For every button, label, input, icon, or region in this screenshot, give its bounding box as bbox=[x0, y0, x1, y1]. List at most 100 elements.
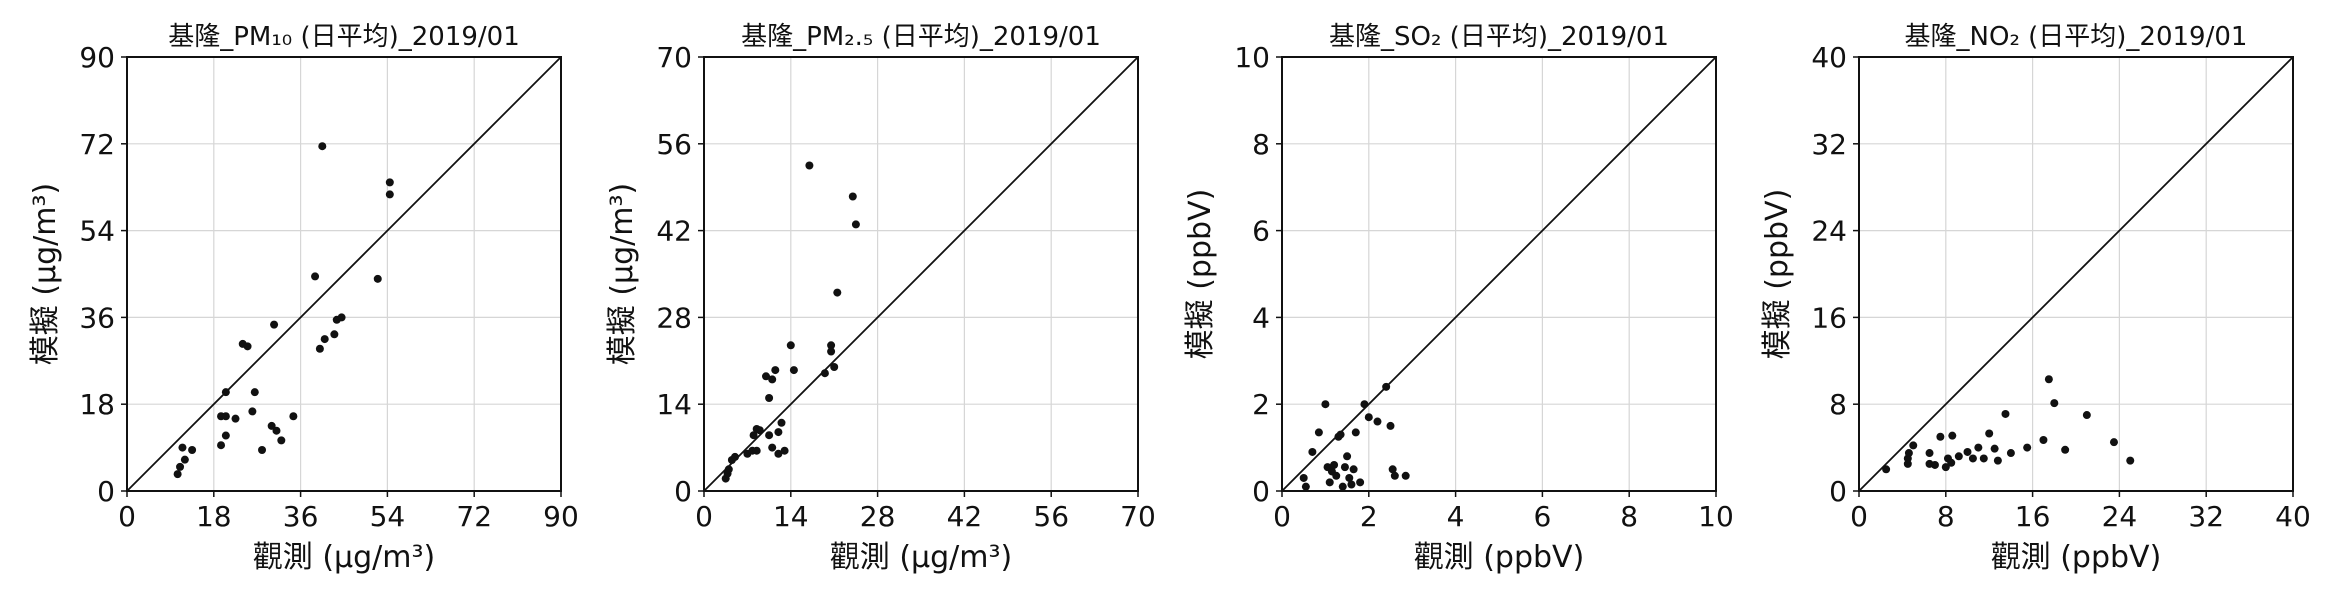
chart1-xtick-label: 18 bbox=[196, 500, 232, 533]
chart2-xtick-label: 70 bbox=[1120, 500, 1156, 533]
chart3-point bbox=[1325, 478, 1334, 487]
chart2-title: 基隆_PM₂.₅ (日平均)_2019/01 bbox=[741, 22, 1101, 52]
chart3-point bbox=[1351, 428, 1360, 437]
chart1-xtick-label: 54 bbox=[370, 500, 406, 533]
chart3-ylabel: 模擬 (ppbV) bbox=[1183, 189, 1218, 360]
chart1-point bbox=[385, 178, 394, 187]
chart1-point bbox=[320, 335, 329, 344]
chart2-point bbox=[771, 366, 780, 375]
chart1-point bbox=[176, 462, 185, 471]
chart3-ytick-label: 2 bbox=[1252, 388, 1270, 421]
chart4-point bbox=[2109, 438, 2118, 447]
chart3-point bbox=[1382, 382, 1391, 391]
chart3-ytick-label: 10 bbox=[1234, 41, 1270, 74]
chart4-title: 基隆_NO₂ (日平均)_2019/01 bbox=[1905, 22, 2248, 52]
chart3-title: 基隆_SO₂ (日平均)_2019/01 bbox=[1329, 22, 1669, 52]
chart2-point bbox=[724, 465, 733, 474]
chart4-frame bbox=[1858, 56, 2294, 492]
chart4-ytick-label: 32 bbox=[1811, 128, 1847, 161]
chart4-point bbox=[1963, 447, 1972, 456]
chart3-point bbox=[1349, 465, 1358, 474]
chart2-point bbox=[762, 372, 770, 381]
chart1-ylabel: 模擬 (μg/m³) bbox=[28, 183, 63, 365]
chart1-point bbox=[330, 330, 339, 339]
chart1-point bbox=[231, 414, 240, 423]
chart4-point bbox=[2061, 445, 2070, 454]
chart4-point bbox=[1993, 456, 2002, 465]
chart1-frame bbox=[126, 56, 562, 492]
chart2-xtick-label: 56 bbox=[1033, 500, 1069, 533]
chart3-point bbox=[1336, 430, 1345, 439]
chart3-point bbox=[1343, 452, 1352, 461]
chart2-point bbox=[789, 366, 798, 375]
chart1-ytick-label: 90 bbox=[79, 41, 115, 74]
chart3-xtick-label: 10 bbox=[1698, 500, 1734, 533]
chart4-point bbox=[2006, 449, 2015, 458]
chart3-ytick-label: 6 bbox=[1252, 215, 1270, 248]
chart1-point bbox=[373, 274, 382, 283]
chart4-xlabel: 觀測 (ppbV) bbox=[1991, 540, 2162, 575]
chart1-point bbox=[385, 190, 394, 199]
chart2-point bbox=[833, 288, 842, 297]
chart3-ytick-label: 8 bbox=[1252, 128, 1270, 161]
chart4-point bbox=[1954, 452, 1963, 461]
chart1-point bbox=[258, 446, 267, 455]
chart2-point bbox=[851, 220, 860, 229]
chart4-point bbox=[1985, 429, 1994, 438]
chart2-ytick-label: 42 bbox=[656, 215, 692, 248]
chart4-point bbox=[2023, 443, 2032, 452]
chart4-reference-line bbox=[1858, 56, 2294, 492]
chart1-ytick-label: 0 bbox=[97, 475, 115, 508]
chart3-point bbox=[1345, 473, 1354, 482]
chart4-ytick-label: 0 bbox=[1829, 475, 1847, 508]
chart2-point bbox=[774, 428, 783, 437]
chart4-point bbox=[1909, 441, 1918, 450]
chart2-panel: 0 14 28 42 56 70 0 14 28 42 56 70 基隆_PM₂.₅ (日平均)_201… bbox=[605, 22, 1156, 575]
chart2-point bbox=[820, 369, 829, 378]
chart4-point bbox=[1948, 431, 1957, 440]
chart4-xtick-label: 16 bbox=[2015, 500, 2051, 533]
chart4-ytick-label: 16 bbox=[1811, 301, 1847, 334]
chart4-xtick-label: 32 bbox=[2188, 500, 2224, 533]
chart4-point bbox=[1968, 454, 1977, 463]
chart1-reference-line bbox=[126, 56, 562, 492]
chart3-xtick-label: 8 bbox=[1620, 500, 1638, 533]
chart3-ytick-label: 4 bbox=[1252, 301, 1270, 334]
chart2-point bbox=[755, 426, 764, 435]
chart1-point bbox=[243, 342, 252, 351]
chart4-point bbox=[2039, 436, 2048, 445]
chart2-point bbox=[765, 394, 774, 402]
chart4-point bbox=[2126, 456, 2135, 465]
chart4-point bbox=[1930, 460, 1939, 469]
chart3-point bbox=[1338, 482, 1347, 491]
chart3-xlabel: 觀測 (ppbV) bbox=[1414, 540, 1585, 575]
chart2-ytick-label: 0 bbox=[674, 475, 692, 508]
chart2-point bbox=[777, 418, 786, 427]
chart4-point bbox=[2044, 375, 2053, 384]
chart1-point bbox=[188, 446, 197, 455]
chart2-point bbox=[749, 431, 758, 440]
chart2-point bbox=[830, 363, 839, 371]
chart2-point bbox=[731, 452, 739, 461]
chart4-point bbox=[1979, 454, 1988, 463]
chart1-point bbox=[315, 344, 324, 353]
chart4-xtick-label: 40 bbox=[2275, 500, 2311, 533]
chart1-ytick-label: 72 bbox=[79, 128, 115, 161]
chart1-ytick-label: 36 bbox=[79, 301, 115, 334]
chart1-point bbox=[318, 142, 327, 151]
chart1-point bbox=[311, 272, 320, 281]
chart1-point bbox=[277, 436, 286, 445]
chart3-point bbox=[1340, 463, 1349, 472]
chart1-xlabel: 觀測 (μg/m³) bbox=[253, 540, 435, 575]
chart4-xtick-label: 24 bbox=[2102, 500, 2138, 533]
chart4-point bbox=[1974, 443, 1983, 452]
chart1-point bbox=[221, 431, 230, 440]
chart1-point bbox=[272, 426, 281, 435]
chart2-point bbox=[752, 446, 761, 455]
chart4-point bbox=[2050, 399, 2059, 408]
chart2-point bbox=[765, 431, 774, 440]
chart2-xtick-label: 14 bbox=[773, 500, 809, 533]
chart4-panel: 0 8 16 24 32 40 0 8 16 24 32 40 基隆_NO₂ (日平均)_2019/01… bbox=[1760, 22, 2311, 575]
chart3-point bbox=[1299, 473, 1308, 482]
